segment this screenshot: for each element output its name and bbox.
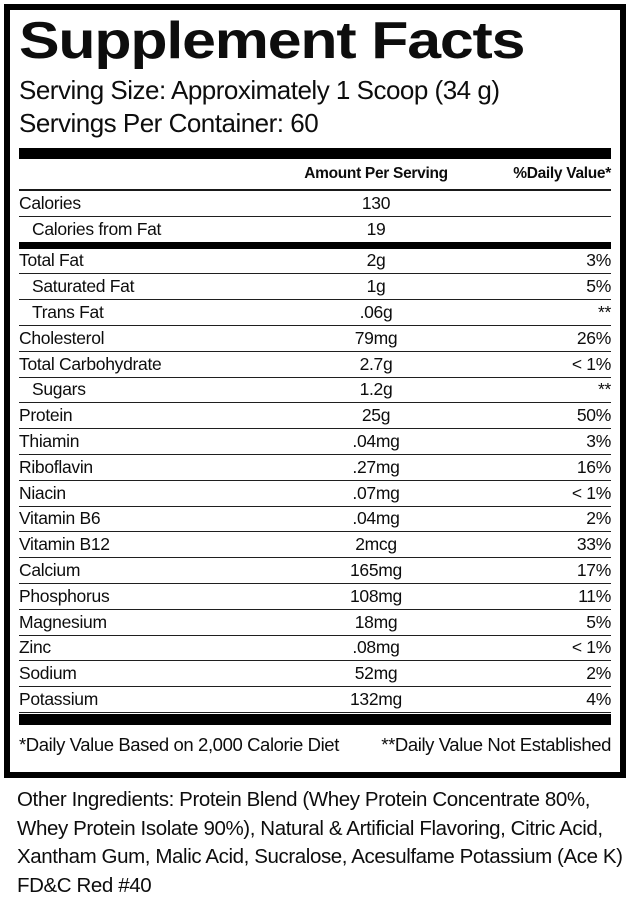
table-row: Potassium 132mg 4% bbox=[19, 687, 611, 713]
nutrient-name: Sodium bbox=[19, 663, 77, 684]
serving-size-line: Serving Size: Approximately 1 Scoop (34 … bbox=[19, 75, 500, 105]
table-row: Cholesterol 79mg 26% bbox=[19, 326, 611, 352]
nutrient-amount: 1.2g bbox=[359, 379, 393, 400]
nutrient-daily-value: < 1% bbox=[571, 353, 611, 374]
nutrient-name: Protein bbox=[19, 405, 73, 426]
nutrient-name: Calories from Fat bbox=[32, 218, 162, 239]
nutrient-amount: 19 bbox=[366, 218, 386, 239]
footer-divider-bar bbox=[19, 713, 611, 725]
nutrient-name: Niacin bbox=[19, 482, 66, 503]
nutrient-amount: 79mg bbox=[354, 327, 398, 348]
nutrient-name: Calories bbox=[19, 192, 81, 213]
nutrient-name: Potassium bbox=[19, 689, 98, 710]
nutrient-amount: 2g bbox=[366, 250, 386, 271]
nutrient-name: Total Carbohydrate bbox=[19, 353, 162, 374]
table-row: Saturated Fat 1g 5% bbox=[19, 274, 611, 301]
nutrient-amount: 132mg bbox=[349, 689, 402, 710]
nutrient-daily-value: ** bbox=[597, 302, 611, 323]
nutrient-amount: 52mg bbox=[354, 663, 398, 684]
nutrient-daily-value: 5% bbox=[586, 276, 611, 297]
nutrient-daily-value: 17% bbox=[576, 560, 611, 581]
nutrient-amount: 2.7g bbox=[359, 353, 393, 374]
nutrient-name: Saturated Fat bbox=[32, 276, 135, 297]
footnote-row: *Daily Value Based on 2,000 Calorie Diet… bbox=[19, 734, 611, 756]
table-row: Sugars 1.2g ** bbox=[19, 378, 611, 404]
amount-per-serving-header: Amount Per Serving bbox=[304, 165, 448, 182]
nutrient-amount: .04mg bbox=[352, 508, 400, 529]
table-row: Vitamin B6 .04mg 2% bbox=[19, 507, 611, 533]
nutrient-name: Calcium bbox=[19, 560, 81, 581]
nutrient-daily-value: 4% bbox=[586, 689, 611, 710]
table-row: Calories 130 bbox=[19, 191, 611, 217]
nutrient-amount: 1g bbox=[366, 276, 386, 297]
table-row: Magnesium 18mg 5% bbox=[19, 610, 611, 636]
nutrient-name: Zinc bbox=[19, 637, 51, 658]
nutrient-daily-value: 26% bbox=[576, 327, 611, 348]
other-ingredients-text: Other Ingredients: Protein Blend (Whey P… bbox=[17, 788, 623, 897]
nutrient-amount: .08mg bbox=[352, 637, 400, 658]
nutrient-daily-value: 2% bbox=[586, 508, 611, 529]
nutrient-name: Vitamin B12 bbox=[19, 534, 110, 555]
table-row: Sodium 52mg 2% bbox=[19, 661, 611, 688]
nutrient-name: Thiamin bbox=[19, 431, 80, 452]
nutrient-daily-value: < 1% bbox=[571, 482, 611, 503]
table-row: Vitamin B12 2mcg 33% bbox=[19, 532, 611, 559]
nutrient-amount: 108mg bbox=[349, 585, 402, 606]
column-header-row: Amount Per Serving %Daily Value* bbox=[19, 159, 611, 191]
table-row: Calories from Fat 19 bbox=[19, 217, 611, 242]
nutrient-amount: 165mg bbox=[349, 560, 402, 581]
nutrient-daily-value: 33% bbox=[576, 534, 611, 555]
nutrient-name: Sugars bbox=[32, 379, 86, 400]
nutrient-daily-value: 16% bbox=[576, 456, 611, 477]
nutrient-name: Riboflavin bbox=[19, 456, 93, 477]
nutrient-name: Phosphorus bbox=[19, 585, 110, 606]
table-row: Calcium 165mg 17% bbox=[19, 558, 611, 584]
nutrient-amount: 18mg bbox=[354, 611, 398, 632]
nutrient-daily-value: ** bbox=[597, 379, 611, 400]
nutrient-rows: Calories 130 Calories from Fat 19 Total Fat 2… bbox=[19, 191, 611, 713]
table-row: Total Carbohydrate 2.7g < 1% bbox=[19, 352, 611, 378]
table-row: Riboflavin .27mg 16% bbox=[19, 455, 611, 481]
nutrient-amount: 130 bbox=[361, 192, 391, 213]
nutrient-amount: 2mcg bbox=[355, 534, 397, 555]
section-divider-bar bbox=[19, 241, 611, 249]
header-divider-bar bbox=[19, 148, 611, 159]
nutrient-daily-value: 3% bbox=[586, 431, 611, 452]
footnote-daily-value-basis: *Daily Value Based on 2,000 Calorie Diet bbox=[19, 733, 339, 755]
table-row: Trans Fat .06g ** bbox=[19, 300, 611, 326]
nutrient-name: Total Fat bbox=[19, 250, 84, 271]
nutrient-amount: .07mg bbox=[352, 482, 400, 503]
nutrient-amount: 25g bbox=[361, 405, 391, 426]
nutrient-name: Magnesium bbox=[19, 611, 107, 632]
table-row: Protein 25g 50% bbox=[19, 403, 611, 430]
nutrient-daily-value: 50% bbox=[576, 405, 611, 426]
nutrient-daily-value: < 1% bbox=[571, 637, 611, 658]
nutrient-amount: .04mg bbox=[352, 431, 400, 452]
nutrient-amount: .06g bbox=[359, 302, 393, 323]
nutrient-daily-value: 3% bbox=[586, 250, 611, 271]
table-row: Thiamin .04mg 3% bbox=[19, 429, 611, 455]
table-row: Niacin .07mg < 1% bbox=[19, 481, 611, 507]
table-row: Total Fat 2g 3% bbox=[19, 249, 611, 275]
nutrient-amount: .27mg bbox=[352, 456, 400, 477]
nutrient-daily-value: 2% bbox=[586, 663, 611, 684]
nutrient-daily-value: 5% bbox=[586, 611, 611, 632]
nutrient-daily-value: 11% bbox=[578, 585, 611, 606]
supplement-facts-panel: Supplement Facts Serving Size: Approxima… bbox=[4, 4, 626, 778]
servings-per-container-line: Servings Per Container: 60 bbox=[19, 108, 319, 138]
table-row: Zinc .08mg < 1% bbox=[19, 636, 611, 662]
supplement-facts-title: Supplement Facts bbox=[19, 12, 525, 70]
nutrient-name: Vitamin B6 bbox=[19, 508, 101, 529]
nutrient-name: Cholesterol bbox=[19, 327, 105, 348]
nutrient-name: Trans Fat bbox=[32, 302, 104, 323]
footnote-not-established: **Daily Value Not Established bbox=[381, 733, 611, 755]
daily-value-header: %Daily Value* bbox=[513, 165, 611, 182]
table-row: Phosphorus 108mg 11% bbox=[19, 584, 611, 610]
